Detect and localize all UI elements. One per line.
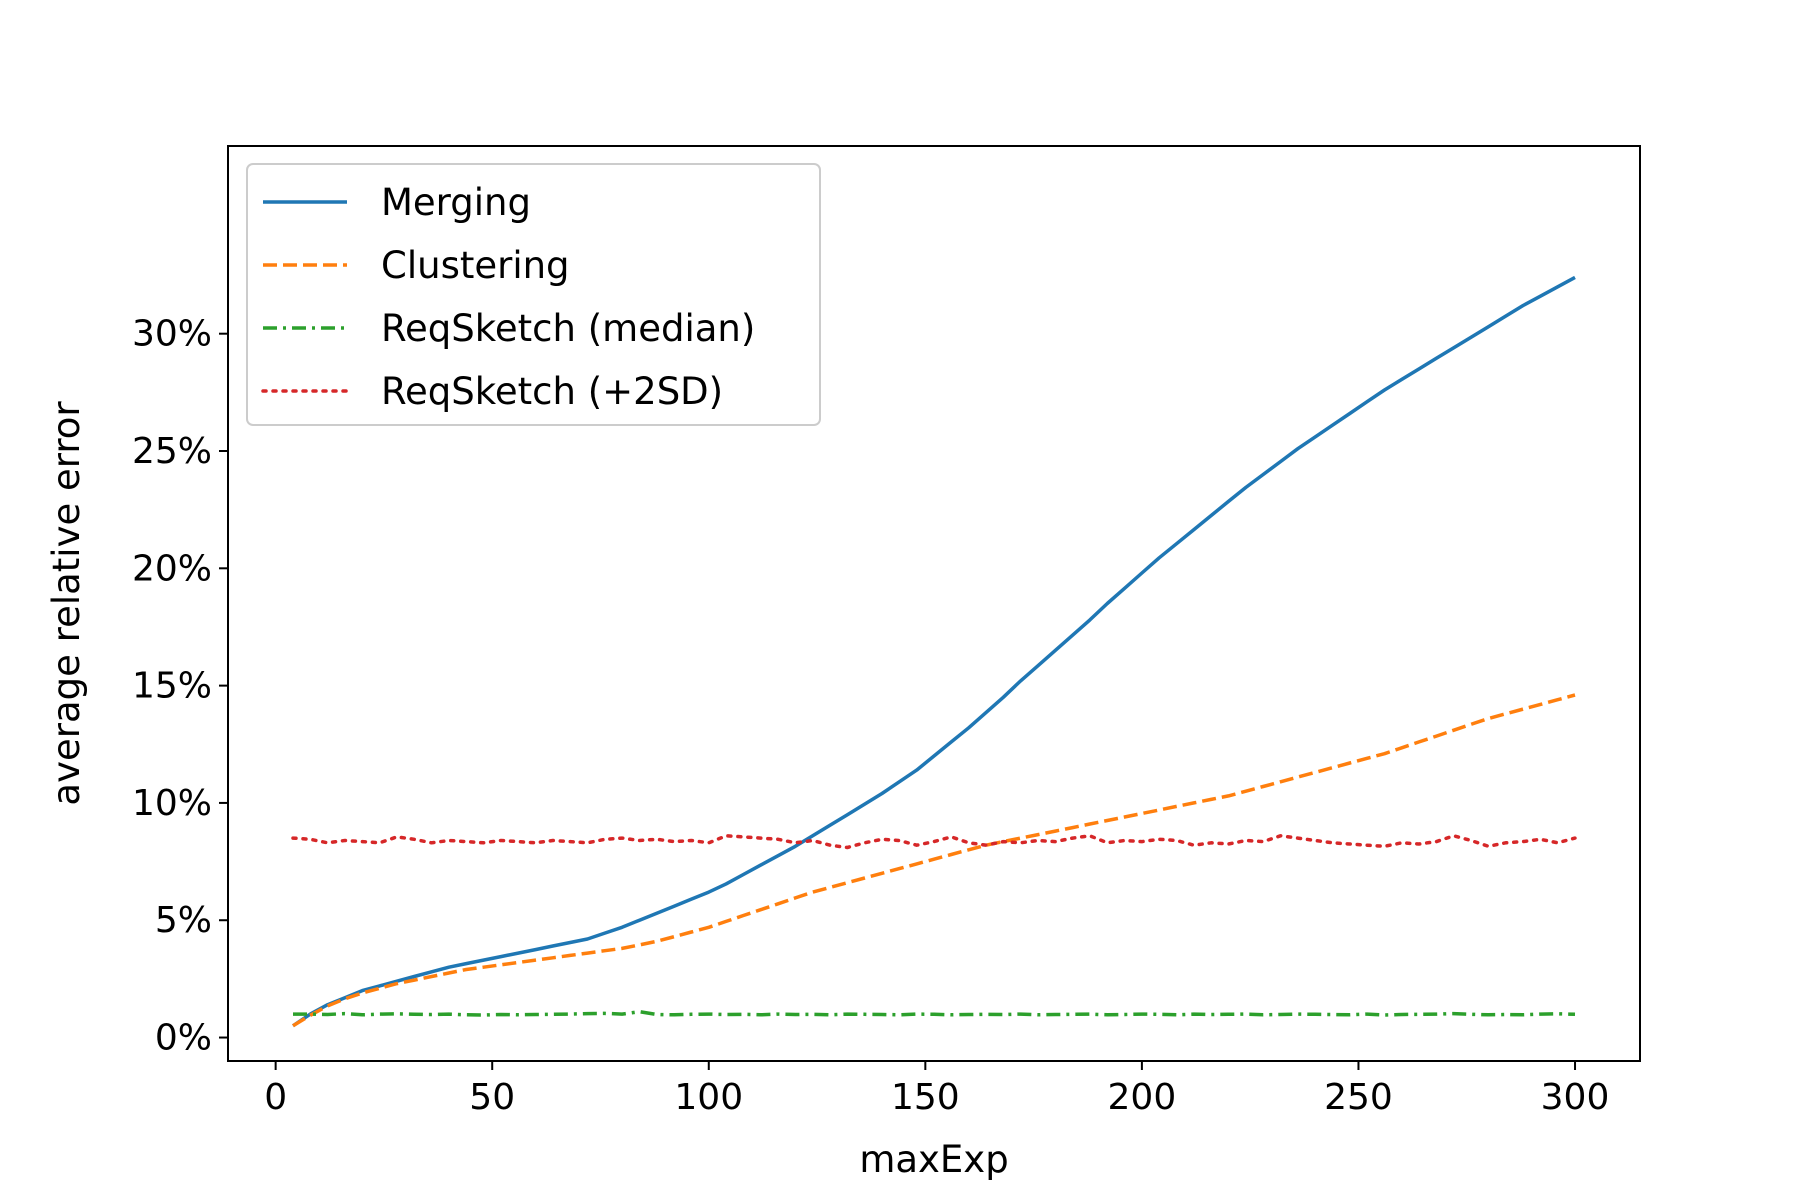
x-tick-label: 300 xyxy=(1541,1077,1610,1118)
y-tick-label: 15% xyxy=(132,666,212,707)
legend-box xyxy=(246,163,821,426)
series-line-3 xyxy=(291,834,1577,850)
x-tick-label: 250 xyxy=(1324,1077,1393,1118)
plot-frame xyxy=(227,145,1641,1062)
y-tick-label: 30% xyxy=(132,314,212,355)
series-line-2 xyxy=(293,1009,1576,1017)
y-tick-label: 5% xyxy=(155,900,212,941)
plot-lines xyxy=(291,275,1577,1028)
y-tick-label: 25% xyxy=(132,431,212,472)
series-line-0 xyxy=(292,275,1576,1028)
y-tick-label: 20% xyxy=(132,548,212,589)
series-line-1 xyxy=(292,693,1576,1028)
legend: Merging Clustering ReqSketch (median) ReqSk… xyxy=(246,163,821,426)
legend-label: Clustering xyxy=(381,244,570,287)
y-axis: 0% 5% 10% 15% 20% 25% 30% xyxy=(132,314,228,1059)
y-axis-label: average relative error xyxy=(45,401,88,806)
y-tick-label: 10% xyxy=(132,783,212,824)
legend-label: Merging xyxy=(381,181,531,224)
x-tick-label: 50 xyxy=(469,1077,515,1118)
x-tick-label: 0 xyxy=(264,1077,287,1118)
legend-label: ReqSketch (median) xyxy=(381,307,755,350)
y-tick-label: 0% xyxy=(155,1018,212,1059)
x-axis: 0 50 100 150 200 250 300 xyxy=(264,1061,1609,1118)
legend-label: ReqSketch (+2SD) xyxy=(381,370,723,413)
x-tick-label: 150 xyxy=(891,1077,960,1118)
x-axis-label: maxExp xyxy=(859,1138,1008,1181)
x-tick-label: 100 xyxy=(674,1077,743,1118)
x-tick-label: 200 xyxy=(1108,1077,1177,1118)
